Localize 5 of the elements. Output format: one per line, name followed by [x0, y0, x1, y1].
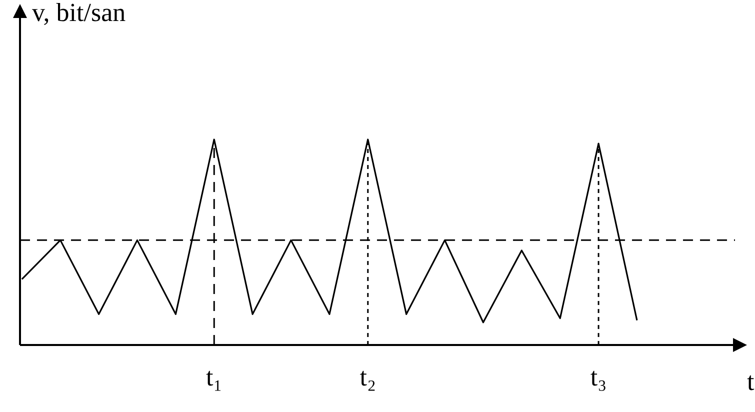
x-tick-label: t₃: [590, 362, 607, 392]
x-tick-label: t₂: [360, 362, 376, 392]
x-axis-title: t: [747, 367, 754, 397]
x-tick-label: t₁: [206, 362, 222, 392]
y-axis-title: v, bit/san: [32, 0, 126, 28]
